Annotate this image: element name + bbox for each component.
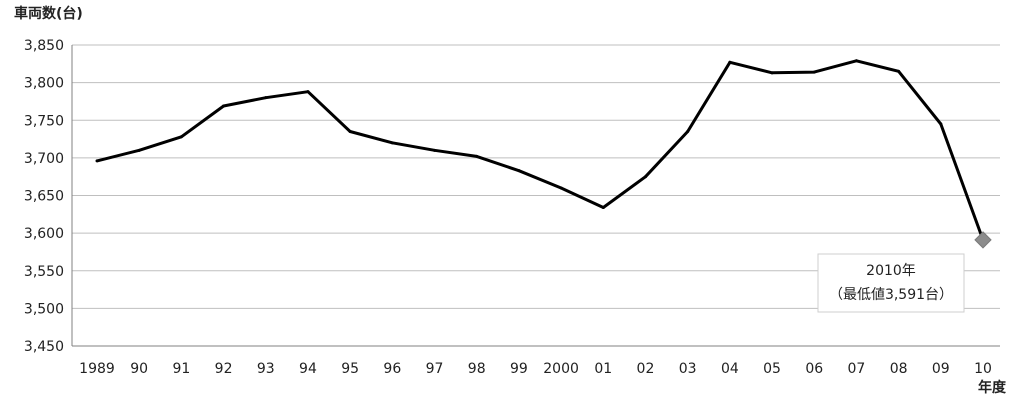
data-point: [854, 59, 858, 63]
data-point: [137, 148, 141, 152]
x-tick-label: 90: [130, 361, 148, 377]
y-tick-label: 3,700: [24, 151, 64, 167]
x-tick-label: 03: [679, 361, 697, 377]
annotation-line-2: （最低値3,591台）: [829, 287, 953, 303]
x-tick-label: 09: [932, 361, 950, 377]
x-axis-title: 年度: [978, 379, 1007, 396]
data-point: [264, 96, 268, 100]
data-point: [728, 60, 732, 64]
y-tick-label: 3,800: [24, 76, 64, 92]
y-tick-label: 3,850: [24, 38, 64, 54]
data-point: [95, 159, 99, 163]
x-tick-label: 02: [637, 361, 655, 377]
data-point: [897, 69, 901, 73]
y-tick-label: 3,550: [24, 264, 64, 280]
x-tick-label: 04: [721, 361, 739, 377]
data-point: [179, 135, 183, 139]
y-tick-labels: 3,450 3,500 3,550 3,600 3,650 3,700 3,750 3,800…: [24, 38, 64, 355]
x-tick-label: 05: [763, 361, 781, 377]
data-point: [812, 70, 816, 74]
data-point: [559, 186, 563, 190]
x-tick-label: 92: [215, 361, 233, 377]
data-point: [643, 175, 647, 179]
data-point: [601, 206, 605, 210]
series-line: [96, 59, 985, 241]
x-tick-labels: 1989 90 91 92 93 94 95 96 97 98 99 2000 01 02 03 04 05 06…: [79, 361, 992, 377]
x-tick-label: 91: [172, 361, 190, 377]
annotation-line-1: 2010年: [866, 263, 916, 279]
data-point: [433, 148, 437, 152]
x-tick-label: 07: [848, 361, 866, 377]
y-tick-label: 3,750: [24, 113, 64, 129]
y-tick-label: 3,650: [24, 189, 64, 205]
x-tick-label: 10: [974, 361, 992, 377]
y-tick-label: 3,450: [24, 339, 64, 355]
data-point: [390, 141, 394, 145]
x-tick-label: 93: [257, 361, 275, 377]
gridlines: [71, 44, 1000, 347]
data-points: [95, 59, 985, 242]
y-axis-title: 車両数(台): [14, 5, 83, 22]
annotation-box: [817, 253, 965, 313]
x-tick-label: 1989: [79, 361, 115, 377]
data-point: [222, 104, 226, 108]
x-tick-label: 08: [890, 361, 908, 377]
data-point: [686, 130, 690, 134]
y-tick-label: 3,500: [24, 301, 64, 317]
x-tick-label: 97: [426, 361, 444, 377]
x-tick-label: 2000: [543, 361, 579, 377]
data-point: [939, 122, 943, 126]
data-point: [475, 154, 479, 158]
x-tick-label: 99: [510, 361, 528, 377]
x-tick-label: 98: [468, 361, 486, 377]
x-tick-label: 01: [594, 361, 612, 377]
x-tick-label: 95: [341, 361, 359, 377]
data-point: [306, 90, 310, 94]
x-tick-label: 94: [299, 361, 317, 377]
y-tick-label: 3,600: [24, 226, 64, 242]
x-tick-label: 96: [383, 361, 401, 377]
x-tick-label: 06: [805, 361, 823, 377]
data-point: [348, 130, 352, 134]
annotation-callout: 2010年 （最低値3,591台）: [817, 253, 965, 313]
data-point: [517, 169, 521, 173]
data-point: [770, 71, 774, 75]
min-value-marker: [974, 231, 992, 249]
